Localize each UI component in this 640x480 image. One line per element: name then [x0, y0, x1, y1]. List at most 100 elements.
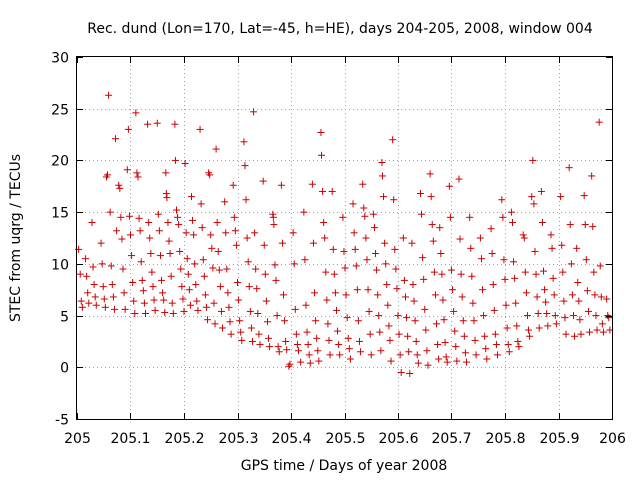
data-point	[131, 310, 139, 318]
data-point	[448, 266, 455, 274]
grid-lines	[77, 57, 612, 419]
data-point	[522, 289, 530, 297]
data-point	[412, 337, 420, 345]
data-point	[511, 274, 519, 282]
data-point	[110, 305, 118, 313]
data-point	[569, 312, 577, 320]
data-point	[583, 287, 591, 295]
data-point	[286, 360, 294, 368]
data-point	[378, 158, 386, 166]
data-point	[372, 250, 380, 258]
data-point	[180, 307, 188, 315]
data-point	[380, 193, 388, 201]
data-point	[459, 317, 467, 325]
data-point	[254, 310, 262, 318]
data-point	[294, 347, 302, 355]
data-point	[386, 336, 394, 344]
data-point	[385, 322, 393, 330]
data-point	[409, 281, 417, 289]
data-point	[232, 241, 240, 249]
data-point	[227, 330, 235, 338]
data-point	[395, 330, 403, 338]
data-point	[396, 351, 404, 359]
data-point	[377, 347, 385, 355]
data-point	[133, 169, 141, 177]
data-point	[83, 272, 91, 280]
data-point	[222, 229, 230, 237]
data-point	[216, 283, 224, 291]
data-point	[125, 212, 133, 220]
data-point	[248, 337, 256, 345]
data-point	[549, 274, 557, 282]
data-point	[375, 312, 383, 320]
data-point	[450, 307, 458, 315]
data-point	[416, 190, 424, 198]
data-point	[113, 227, 121, 235]
data-point	[159, 289, 167, 297]
y-tick-label: 0	[60, 361, 69, 377]
data-point	[349, 200, 357, 208]
data-point	[521, 268, 529, 276]
data-point	[494, 351, 502, 359]
data-point	[241, 162, 249, 170]
data-point	[591, 291, 599, 299]
data-point	[461, 349, 469, 357]
data-point	[387, 357, 395, 365]
data-point	[540, 267, 548, 275]
data-point	[436, 224, 444, 232]
data-point	[115, 181, 123, 189]
data-point	[354, 317, 362, 325]
data-point	[192, 281, 200, 289]
data-point	[274, 343, 282, 351]
data-point	[270, 221, 278, 229]
data-point	[538, 218, 546, 226]
data-point	[145, 218, 153, 226]
data-point	[193, 297, 201, 305]
data-point	[238, 336, 246, 344]
data-point	[206, 171, 214, 179]
data-point	[357, 348, 365, 356]
data-point	[173, 206, 181, 214]
data-point	[543, 310, 551, 318]
data-point	[138, 276, 146, 284]
data-point	[144, 120, 152, 128]
data-point	[457, 270, 465, 278]
y-tick-label: -5	[55, 413, 69, 429]
data-point	[259, 177, 267, 185]
data-point	[393, 285, 401, 293]
data-point	[162, 190, 170, 198]
data-point	[562, 330, 570, 338]
data-point	[571, 332, 579, 340]
data-point	[312, 317, 320, 325]
data-point	[132, 109, 140, 117]
data-point	[597, 293, 605, 301]
data-point	[271, 261, 279, 269]
data-point	[397, 368, 405, 376]
data-point	[166, 250, 174, 258]
data-point	[430, 268, 438, 276]
data-point	[561, 314, 569, 322]
data-point	[190, 231, 198, 239]
data-point	[598, 320, 606, 328]
data-point	[235, 296, 243, 304]
data-point	[429, 237, 437, 245]
data-point	[118, 235, 126, 243]
data-point	[418, 210, 426, 218]
data-point	[328, 187, 336, 195]
data-point	[441, 338, 449, 346]
data-point	[413, 351, 421, 359]
data-point	[342, 291, 350, 299]
data-point	[595, 118, 603, 126]
data-point	[528, 193, 536, 201]
data-point	[155, 227, 163, 235]
data-point	[458, 293, 466, 301]
data-point	[212, 145, 220, 153]
data-point	[557, 193, 565, 201]
data-point	[479, 286, 487, 294]
data-point	[383, 281, 391, 289]
data-point	[503, 324, 511, 332]
data-point	[204, 316, 212, 324]
data-point	[141, 310, 149, 318]
data-point	[335, 341, 343, 349]
data-point	[550, 291, 558, 299]
